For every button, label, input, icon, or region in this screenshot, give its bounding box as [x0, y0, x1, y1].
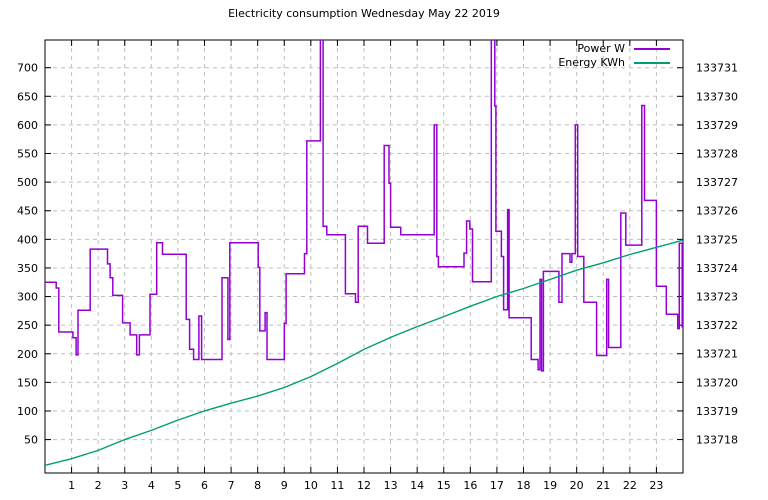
energy-line-sample: [634, 62, 670, 64]
svg-text:133731: 133731: [696, 62, 738, 75]
svg-text:150: 150: [17, 376, 38, 389]
svg-text:6: 6: [201, 479, 208, 492]
svg-text:22: 22: [623, 479, 637, 492]
svg-text:18: 18: [517, 479, 531, 492]
svg-text:133721: 133721: [696, 348, 738, 361]
svg-text:133720: 133720: [696, 376, 738, 389]
legend-label-power: Power W: [577, 42, 625, 55]
svg-text:133725: 133725: [696, 233, 738, 246]
svg-text:133728: 133728: [696, 148, 738, 161]
svg-text:133719: 133719: [696, 405, 738, 418]
svg-text:133723: 133723: [696, 291, 738, 304]
svg-text:133730: 133730: [696, 90, 738, 103]
svg-text:133727: 133727: [696, 176, 738, 189]
power-series-line: [45, 40, 683, 372]
svg-text:200: 200: [17, 348, 38, 361]
svg-text:700: 700: [17, 62, 38, 75]
svg-text:500: 500: [17, 176, 38, 189]
legend-row-power: Power W: [577, 43, 670, 55]
svg-text:133729: 133729: [696, 119, 738, 132]
svg-text:133724: 133724: [696, 262, 738, 275]
svg-text:100: 100: [17, 405, 38, 418]
svg-text:300: 300: [17, 291, 38, 304]
svg-text:133718: 133718: [696, 434, 738, 447]
legend: Power W Energy KWh: [0, 43, 670, 69]
svg-text:16: 16: [463, 479, 477, 492]
svg-text:7: 7: [228, 479, 235, 492]
power-line-sample: [634, 48, 670, 50]
right-axis-labels: 133731 133730 133729 133728 133727 133726 1337…: [696, 62, 738, 447]
svg-text:13: 13: [384, 479, 398, 492]
left-axis-labels: 700 650 600 550 500 450 400 350 300 250 200 150 100 5…: [17, 62, 38, 447]
svg-text:2: 2: [95, 479, 102, 492]
svg-text:650: 650: [17, 90, 38, 103]
svg-text:17: 17: [490, 479, 504, 492]
svg-text:9: 9: [281, 479, 288, 492]
svg-text:20: 20: [570, 479, 584, 492]
svg-text:550: 550: [17, 148, 38, 161]
legend-row-energy: Energy KWh: [558, 57, 670, 69]
svg-text:3: 3: [121, 479, 128, 492]
energy-series-line: [45, 239, 683, 466]
svg-text:8: 8: [254, 479, 261, 492]
svg-text:14: 14: [410, 479, 424, 492]
legend-label-energy: Energy KWh: [558, 56, 625, 69]
svg-text:5: 5: [174, 479, 181, 492]
gridlines: [45, 40, 683, 473]
svg-text:350: 350: [17, 262, 38, 275]
svg-text:12: 12: [357, 479, 371, 492]
chart-title: Electricity consumption Wednesday May 22…: [228, 7, 500, 20]
svg-text:250: 250: [17, 319, 38, 332]
svg-text:450: 450: [17, 205, 38, 218]
svg-text:50: 50: [24, 434, 38, 447]
svg-text:21: 21: [596, 479, 610, 492]
svg-text:1: 1: [68, 479, 75, 492]
svg-text:19: 19: [543, 479, 557, 492]
svg-text:15: 15: [437, 479, 451, 492]
svg-text:600: 600: [17, 119, 38, 132]
svg-text:400: 400: [17, 233, 38, 246]
svg-text:133726: 133726: [696, 205, 738, 218]
svg-text:10: 10: [304, 479, 318, 492]
svg-text:23: 23: [649, 479, 663, 492]
svg-text:4: 4: [148, 479, 155, 492]
svg-text:133722: 133722: [696, 319, 738, 332]
svg-text:11: 11: [330, 479, 344, 492]
x-axis-labels: 1 2 3 4 5 6 7 8 9 10 11 12 13 14 15 16 17 18 19 20 21 22 23: [68, 479, 663, 492]
